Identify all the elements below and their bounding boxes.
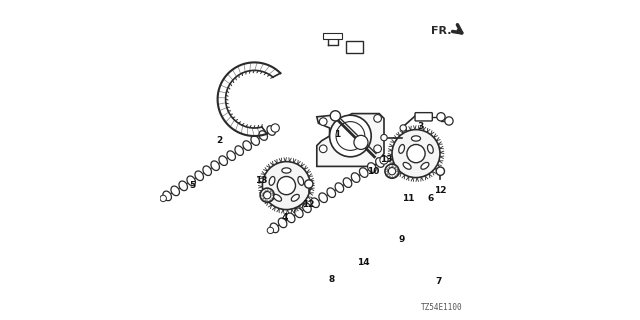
Ellipse shape xyxy=(227,151,236,160)
Ellipse shape xyxy=(251,136,259,145)
Text: 14: 14 xyxy=(357,258,369,267)
Polygon shape xyxy=(317,114,384,166)
Ellipse shape xyxy=(259,131,268,140)
Ellipse shape xyxy=(343,178,352,188)
Text: FR.: FR. xyxy=(431,26,452,36)
Circle shape xyxy=(445,117,453,125)
Ellipse shape xyxy=(287,213,295,223)
Text: 3: 3 xyxy=(418,122,424,131)
Ellipse shape xyxy=(367,163,376,172)
Ellipse shape xyxy=(399,145,404,153)
Text: 1: 1 xyxy=(335,130,340,139)
Ellipse shape xyxy=(428,145,433,153)
Ellipse shape xyxy=(335,183,344,192)
Ellipse shape xyxy=(195,171,204,180)
Ellipse shape xyxy=(219,156,227,165)
Text: 4: 4 xyxy=(282,213,288,222)
Text: 13: 13 xyxy=(380,155,392,164)
Circle shape xyxy=(336,122,365,150)
Circle shape xyxy=(392,130,440,178)
Text: 10: 10 xyxy=(367,167,379,176)
Circle shape xyxy=(319,118,327,125)
Circle shape xyxy=(436,113,445,121)
Circle shape xyxy=(330,111,340,121)
Circle shape xyxy=(381,134,387,141)
Circle shape xyxy=(388,168,396,175)
Ellipse shape xyxy=(319,193,328,203)
Ellipse shape xyxy=(282,168,291,173)
Ellipse shape xyxy=(294,208,303,218)
Ellipse shape xyxy=(412,136,420,141)
Text: 7: 7 xyxy=(435,277,442,286)
Ellipse shape xyxy=(351,173,360,182)
Circle shape xyxy=(407,145,425,163)
Text: 11: 11 xyxy=(402,194,414,203)
Ellipse shape xyxy=(421,163,429,169)
Ellipse shape xyxy=(303,203,311,212)
Circle shape xyxy=(385,164,399,178)
Text: 8: 8 xyxy=(328,276,334,284)
Text: 13: 13 xyxy=(255,176,267,185)
Ellipse shape xyxy=(327,188,335,197)
Ellipse shape xyxy=(269,177,275,185)
Ellipse shape xyxy=(179,181,188,191)
Circle shape xyxy=(330,115,371,157)
Circle shape xyxy=(271,124,280,132)
Ellipse shape xyxy=(267,126,275,135)
Text: TZ54E1100: TZ54E1100 xyxy=(420,303,463,312)
Ellipse shape xyxy=(311,198,319,208)
Circle shape xyxy=(260,188,275,202)
Text: 5: 5 xyxy=(189,181,195,190)
Circle shape xyxy=(436,167,445,175)
Circle shape xyxy=(160,195,166,202)
Ellipse shape xyxy=(235,146,243,156)
Circle shape xyxy=(400,125,406,131)
Ellipse shape xyxy=(171,186,179,196)
Text: 12: 12 xyxy=(302,200,314,209)
Ellipse shape xyxy=(376,158,384,167)
Text: 12: 12 xyxy=(435,186,447,195)
Ellipse shape xyxy=(187,176,195,186)
Ellipse shape xyxy=(278,218,287,228)
Circle shape xyxy=(268,227,274,234)
Ellipse shape xyxy=(360,168,368,177)
Circle shape xyxy=(374,145,381,153)
Circle shape xyxy=(264,192,271,199)
Text: 6: 6 xyxy=(428,194,433,203)
Ellipse shape xyxy=(211,161,220,171)
Ellipse shape xyxy=(270,223,279,233)
Ellipse shape xyxy=(291,195,300,201)
Ellipse shape xyxy=(403,163,411,169)
Circle shape xyxy=(277,177,296,195)
Circle shape xyxy=(262,162,310,210)
Ellipse shape xyxy=(163,191,172,201)
Text: 2: 2 xyxy=(216,136,222,145)
Ellipse shape xyxy=(273,195,282,201)
Circle shape xyxy=(319,145,327,153)
Text: 9: 9 xyxy=(399,236,404,244)
FancyBboxPatch shape xyxy=(323,33,342,39)
Ellipse shape xyxy=(203,166,211,176)
Circle shape xyxy=(380,156,388,164)
FancyBboxPatch shape xyxy=(346,41,364,53)
Circle shape xyxy=(354,135,368,149)
Ellipse shape xyxy=(243,141,252,150)
Ellipse shape xyxy=(298,177,303,185)
Circle shape xyxy=(305,180,313,188)
Circle shape xyxy=(374,115,381,122)
FancyBboxPatch shape xyxy=(415,113,433,121)
